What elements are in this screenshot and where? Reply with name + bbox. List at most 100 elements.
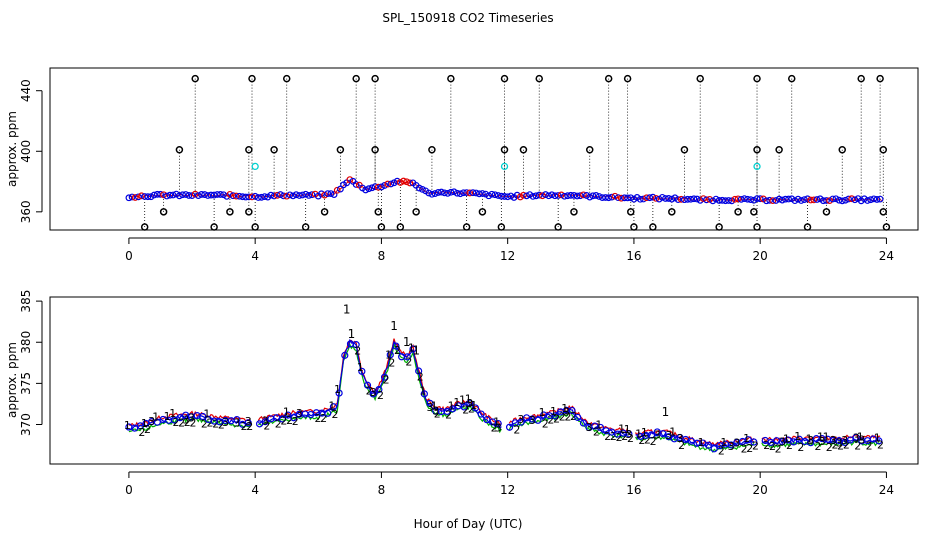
top-data-point	[217, 191, 224, 198]
bottom-point-series-2: 2	[775, 443, 782, 456]
top-outlier-point	[478, 208, 487, 216]
bottom-point-series-2: 2	[275, 418, 282, 431]
top-data-point	[406, 179, 414, 187]
bottom-point-series-2: 2	[405, 356, 412, 369]
bottom-point-series-1: 1	[794, 430, 801, 443]
bottom-point-series-2: 2	[650, 435, 657, 448]
top-data-point	[321, 191, 329, 199]
bottom-peak-marker: 1	[403, 335, 411, 349]
bottom-point-series-2: 2	[559, 410, 566, 423]
top-flagged-point	[251, 162, 259, 171]
top-data-point	[419, 186, 426, 193]
x-tick-label: 20	[753, 249, 768, 263]
top-outlier-point	[750, 208, 758, 216]
top-data-point	[535, 191, 543, 199]
top-data-point	[835, 196, 843, 204]
top-data-point	[662, 195, 669, 202]
top-data-point	[475, 190, 483, 198]
top-data-point	[598, 194, 606, 201]
bottom-point-series-3-label: 3	[853, 432, 860, 445]
bottom-point-series-1: 1	[328, 399, 335, 412]
bottom-point-series-3	[710, 445, 718, 453]
top-outlier-point	[428, 146, 436, 154]
top-data-point	[649, 193, 657, 201]
top-data-point	[718, 196, 726, 204]
bottom-point-series-3	[199, 412, 207, 421]
top-data-point	[602, 194, 609, 201]
bottom-point-series-3	[153, 418, 161, 426]
top-data-point	[393, 177, 401, 185]
bottom-point-series-2: 2	[621, 430, 628, 443]
top-data-point	[308, 191, 316, 199]
bottom-point-series-2: 2	[280, 415, 287, 428]
bottom-point-series-1: 1	[618, 422, 625, 435]
bottom-point-series-3	[284, 411, 292, 419]
bottom-point-series-3	[875, 437, 883, 445]
top-data-point	[431, 190, 439, 197]
bottom-point-series-2: 2	[553, 412, 560, 425]
bottom-point-series-3	[363, 381, 372, 389]
bottom-point-series-2: 2	[144, 423, 151, 436]
top-data-point	[229, 192, 237, 200]
top-data-point	[210, 191, 218, 199]
top-data-point	[712, 195, 720, 203]
y-tick-label: 375	[19, 372, 33, 395]
top-data-point	[595, 193, 603, 200]
bottom-point-series-2: 2	[212, 418, 219, 431]
top-data-point	[658, 193, 666, 201]
top-data-point	[520, 191, 527, 199]
top-data-point	[450, 188, 458, 196]
bottom-point-series-2: 2	[616, 431, 623, 444]
top-data-point	[239, 193, 246, 201]
bottom-point-series-2: 2	[837, 439, 844, 452]
top-data-point	[576, 192, 584, 200]
y-tick-label: 440	[19, 79, 33, 102]
top-data-point	[756, 195, 764, 203]
top-data-point	[538, 192, 546, 200]
bottom-point-series-2: 2	[638, 434, 645, 447]
top-y-axis-label: approx. ppm	[5, 111, 19, 187]
top-data-point	[617, 194, 625, 202]
bottom-point-series-1: 1	[141, 417, 148, 430]
bottom-point-series-3	[409, 345, 417, 353]
top-data-point	[194, 192, 202, 199]
bottom-point-series-3	[494, 419, 502, 428]
bottom-point-series-1: 1	[203, 407, 210, 420]
figure-title: SPL_150918 CO2 Timeseries	[382, 11, 553, 25]
top-data-point	[245, 193, 253, 201]
top-data-point	[261, 193, 269, 201]
top-data-point	[248, 193, 256, 201]
top-outlier-point	[734, 208, 742, 216]
bottom-y-axis-label: approx. ppm	[5, 342, 19, 418]
bottom-point-series-3-label: 3	[728, 440, 735, 453]
bottom-peak-marker: 1	[348, 327, 356, 341]
bottom-point-series-2: 2	[769, 440, 776, 453]
top-outlier-point	[301, 223, 310, 231]
bottom-point-series-1: 1	[408, 342, 415, 355]
bottom-point-series-3	[261, 418, 269, 426]
bottom-point-series-2: 2	[610, 430, 617, 443]
top-data-point	[441, 189, 448, 197]
top-data-point	[677, 195, 685, 203]
bottom-point-series-3	[341, 351, 349, 359]
top-outlier-point	[270, 146, 278, 154]
top-data-point	[523, 192, 531, 200]
top-outlier-point	[374, 208, 383, 216]
bottom-point-series-2: 2	[570, 410, 577, 423]
bottom-point-series-2: 2	[354, 345, 361, 358]
top-outlier-point	[876, 74, 884, 83]
top-data-point	[570, 191, 578, 199]
top-data-point	[652, 194, 660, 202]
bottom-point-series-2: 2	[434, 407, 441, 420]
top-data-point	[456, 190, 464, 198]
bottom-point-series-2: 2	[388, 356, 395, 369]
top-data-point	[504, 193, 512, 201]
top-data-point	[466, 189, 474, 197]
top-data-point	[674, 196, 682, 204]
bottom-point-series-3	[505, 423, 514, 431]
top-data-point	[614, 194, 622, 202]
bottom-point-series-3	[380, 373, 389, 381]
top-data-point	[141, 193, 149, 200]
top-data-point	[138, 192, 145, 200]
